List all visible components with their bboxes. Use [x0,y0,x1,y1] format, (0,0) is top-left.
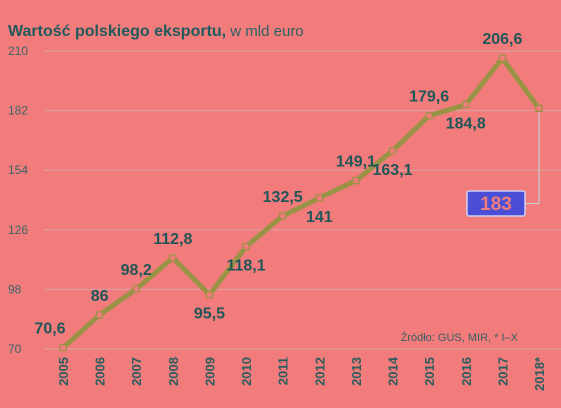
x-tick-label-2017: 2017 [495,357,510,386]
x-tick-label-2012: 2012 [312,357,327,386]
grid-lines [44,50,561,350]
data-markers [59,54,543,352]
data-marker-2017 [498,54,506,62]
chart-title-unit: w mld euro [226,23,304,40]
data-marker-2010 [242,243,250,251]
x-tick-label-2013: 2013 [349,357,364,386]
x-tick-label-2008: 2008 [166,357,181,386]
data-label-2005: 70,6 [34,321,65,338]
chart-title: Wartość polskiego eksportu, w mld euro [8,23,304,40]
data-label-2017: 206,6 [482,31,522,48]
series-line [60,55,542,351]
x-tick-label-2009: 2009 [202,357,217,386]
x-axis-ticks: 2005 2006 2007 2008 2009 2010 2011 2012 2013 2014… [56,356,547,391]
data-label-2008: 112,8 [153,231,192,248]
data-marker-2016 [462,101,470,109]
x-tick-label-2018*: 2018* [532,356,547,391]
data-marker-2018* [535,104,543,113]
data-label-2018*: 183 [480,194,512,215]
data-marker-2005 [59,344,67,352]
data-label-2007: 98,2 [121,262,152,279]
source-note: Źródło: GUS, MIR, * I–X [401,331,519,344]
data-label-2016: 184,8 [446,116,486,133]
data-marker-2012 [315,194,323,202]
series-line-layer [60,55,542,351]
y-tick-label-154: 154 [8,163,28,177]
x-tick-label-2016: 2016 [459,357,474,386]
data-marker-2009 [205,291,214,299]
callout-box [466,190,526,217]
x-tick-label-2005: 2005 [56,357,71,386]
data-marker-2014 [388,147,397,155]
x-tick-label-2011: 2011 [276,357,291,385]
data-marker-2011 [279,212,287,220]
data-label-2015: 179,6 [409,89,449,106]
y-tick-label-126: 126 [8,223,28,237]
x-tick-label-2010: 2010 [239,357,254,386]
data-label-2011: 132,5 [263,189,303,206]
y-tick-label-182: 182 [8,104,28,118]
x-tick-label-2015: 2015 [422,357,437,386]
y-tick-label-70: 70 [8,342,22,356]
callout-connector [525,112,540,205]
data-label-2010: 118,1 [226,258,265,275]
y-tick-label-210: 210 [8,44,28,58]
data-marker-2015 [425,112,433,120]
x-tick-label-2014: 2014 [386,356,401,386]
data-marker-2013 [352,177,360,185]
data-label-2012: 141 [306,209,333,226]
chart-title-main: Wartość polskiego eksportu, [8,23,226,40]
data-label-2009: 95,5 [194,306,225,323]
x-tick-label-2006: 2006 [93,357,108,386]
data-marker-2006 [96,311,104,319]
data-label-2006: 86 [91,288,109,305]
data-marker-2008 [169,254,177,262]
data-label-2014: 163,1 [373,162,413,179]
data-label-2013: 149,1 [336,154,376,171]
x-tick-label-2007: 2007 [129,357,144,386]
y-axis-ticks: 70 98 126 154 182 210 [8,44,28,356]
data-marker-2007 [132,285,140,293]
y-tick-label-98: 98 [8,282,22,296]
